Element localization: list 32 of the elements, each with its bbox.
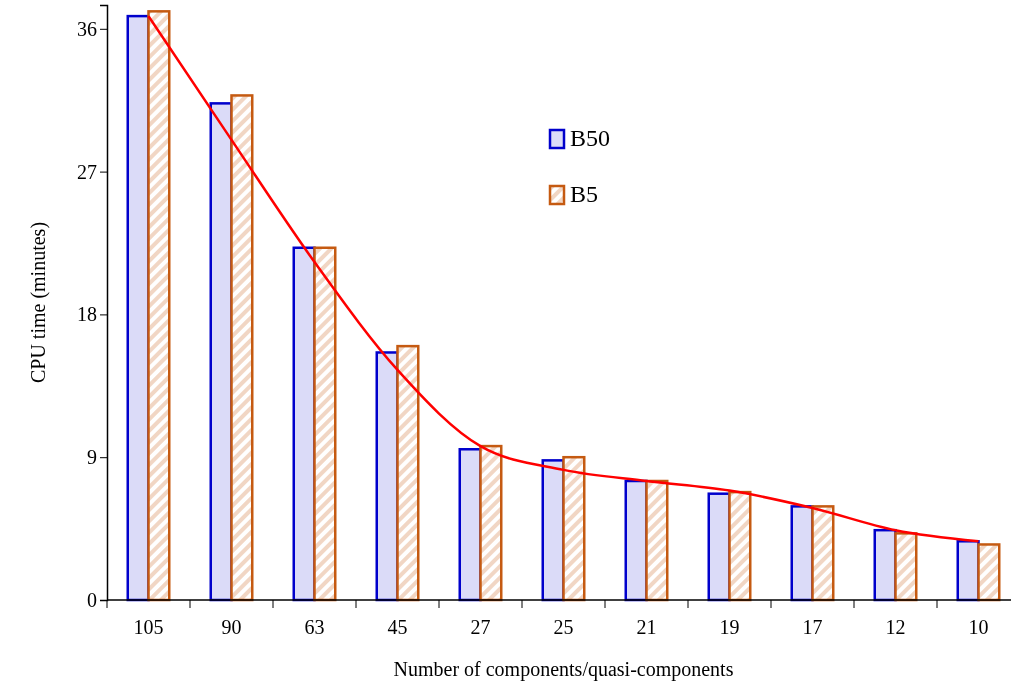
x-tick-label: 17 [802,616,823,638]
legend-label: B5 [570,181,599,207]
x-tick-label: 90 [221,616,242,638]
x-tick-label: 27 [470,616,491,638]
y-tick-label: 0 [87,588,97,611]
y-tick-label: 27 [77,160,97,183]
bar [728,490,752,602]
bar [147,10,171,602]
y-axis-title: CPU time (minutes) [27,221,50,384]
x-tick-label: 19 [719,616,740,638]
y-tick-label: 18 [77,303,97,326]
bar [562,455,586,602]
bar [977,543,1001,602]
x-tick-label: 45 [387,616,408,638]
bar [313,246,337,602]
bar [894,532,918,602]
x-tick-label: 10 [968,616,989,638]
x-tick-label: 63 [304,616,325,638]
line-series [147,14,980,543]
y-tick-label: 36 [77,17,97,40]
bar [230,94,254,602]
x-tick-label: 105 [133,616,164,638]
x-tick-label: 21 [636,616,657,638]
bar [396,344,420,602]
bar [479,444,503,602]
bar [645,479,669,602]
x-tick-label: 12 [885,616,906,638]
bar [811,505,835,602]
x-axis-title: Number of components/quasi-components [393,658,734,681]
legend-label: B50 [570,125,611,151]
y-tick-label: 9 [87,446,97,469]
x-tick-label: 25 [553,616,574,638]
